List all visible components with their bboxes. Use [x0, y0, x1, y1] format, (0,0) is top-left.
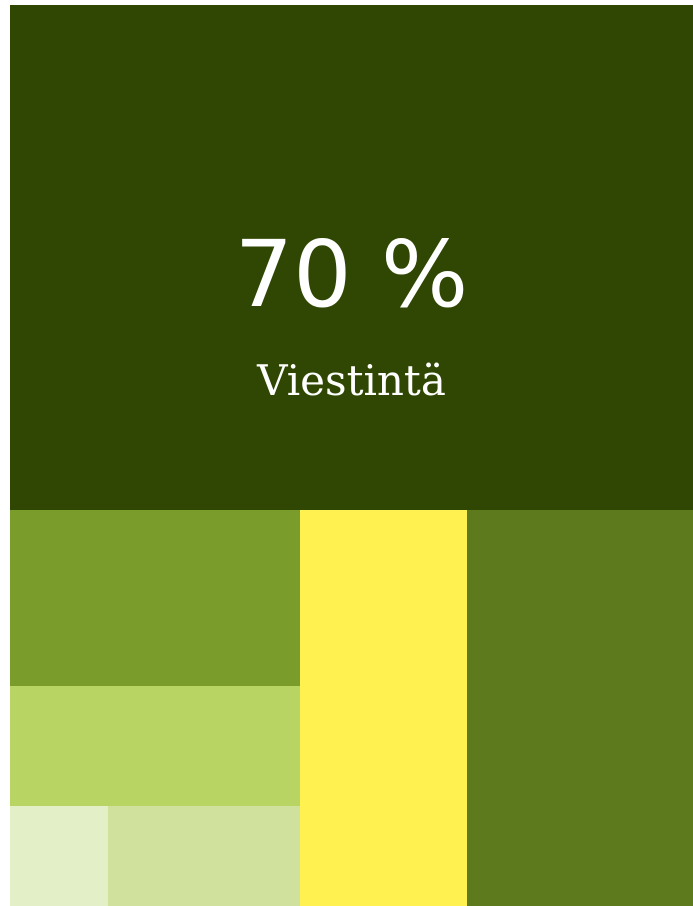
tile-value: 70 %: [234, 221, 469, 328]
tile: [300, 510, 467, 906]
tile-label: Viestintä: [257, 356, 446, 405]
tile: [10, 510, 300, 686]
main-tile: 70 % Viestintä: [10, 5, 693, 510]
tile: [10, 806, 108, 906]
tile: [108, 806, 300, 906]
tile: [10, 686, 300, 806]
tile: [467, 510, 693, 906]
